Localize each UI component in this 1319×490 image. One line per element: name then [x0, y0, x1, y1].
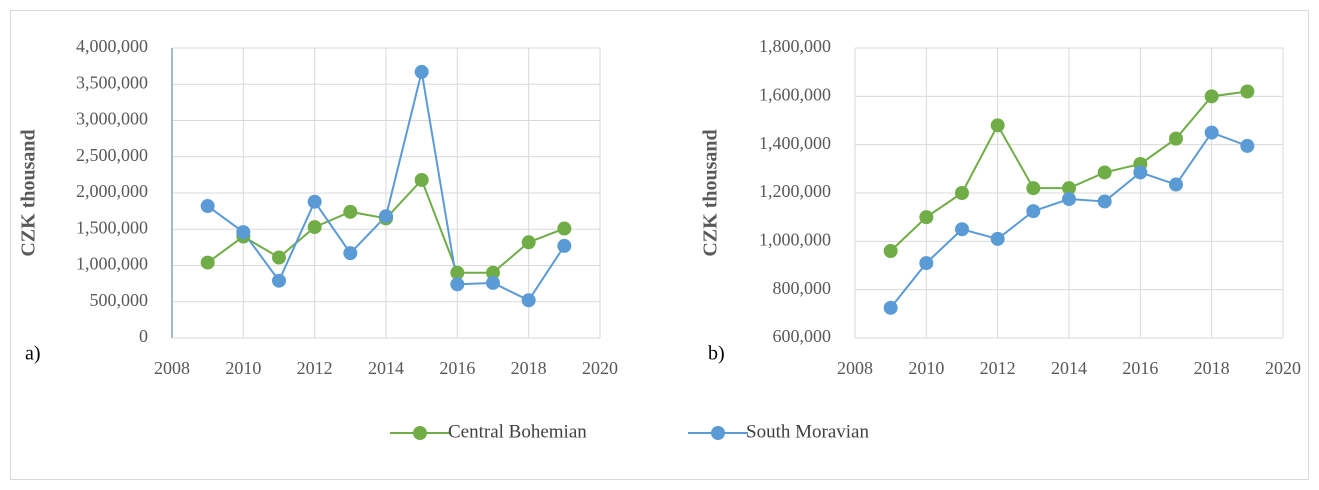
legend-label: Central Bohemian	[448, 421, 587, 442]
y-tick-label: 600,000	[773, 326, 832, 346]
y-tick-label: 4,000,000	[76, 36, 148, 56]
y-axis-label: CZK thousand	[700, 129, 722, 256]
data-point	[200, 255, 215, 270]
data-point	[236, 225, 251, 240]
x-tick-label: 2010	[908, 358, 944, 378]
data-point	[272, 273, 286, 288]
data-point	[883, 300, 898, 315]
legend-marker	[711, 426, 725, 440]
data-point	[343, 204, 358, 219]
y-tick-label: 3,500,000	[76, 72, 148, 92]
x-tick-label: 2010	[225, 358, 261, 378]
x-tick-label: 2014	[1051, 358, 1087, 378]
legend-marker	[413, 426, 427, 440]
data-point	[557, 221, 572, 236]
y-tick-label: 1,200,000	[759, 181, 831, 201]
y-tick-label: 1,000,000	[759, 229, 831, 249]
legend-label: South Moravian	[746, 421, 869, 442]
y-axis-label: CZK thousand	[18, 129, 40, 256]
x-tick-label: 2018	[1194, 358, 1230, 378]
x-tick-label: 2020	[582, 358, 618, 378]
data-point	[1062, 181, 1076, 196]
data-point	[1062, 192, 1076, 207]
y-tick-label: 2,500,000	[76, 145, 148, 165]
data-point	[450, 265, 465, 280]
x-tick-label: 2020	[1265, 358, 1301, 378]
y-tick-label: 500,000	[90, 290, 149, 310]
data-point	[379, 209, 393, 224]
x-tick-label: 2008	[154, 358, 190, 378]
data-point	[1097, 194, 1112, 209]
x-tick-label: 2018	[511, 358, 547, 378]
data-point	[1133, 165, 1148, 180]
data-point	[1240, 84, 1255, 99]
data-point	[1026, 181, 1041, 196]
x-tick-label: 2008	[837, 358, 873, 378]
y-tick-label: 1,400,000	[759, 133, 831, 153]
data-point	[307, 194, 322, 209]
data-point	[1169, 131, 1183, 146]
y-tick-label: 2,000,000	[76, 181, 148, 201]
data-point	[1240, 138, 1255, 153]
panel-label: a)	[25, 343, 41, 365]
y-tick-label: 0	[139, 326, 148, 346]
panel-label: b)	[708, 343, 725, 365]
y-tick-label: 800,000	[773, 278, 832, 298]
data-point	[919, 256, 934, 271]
data-point	[1169, 177, 1183, 192]
x-tick-label: 2012	[980, 358, 1016, 378]
data-point	[1204, 89, 1219, 104]
data-point	[919, 210, 934, 225]
data-point	[486, 265, 500, 280]
data-point	[521, 293, 536, 308]
data-point	[200, 199, 215, 214]
data-point	[414, 172, 429, 187]
y-tick-label: 1,600,000	[759, 84, 831, 104]
data-point	[1204, 125, 1219, 140]
x-tick-label: 2014	[368, 358, 404, 378]
y-tick-label: 3,000,000	[76, 109, 148, 129]
x-tick-label: 2012	[297, 358, 333, 378]
data-point	[521, 235, 536, 250]
data-point	[272, 250, 286, 265]
y-tick-label: 1,500,000	[76, 217, 148, 237]
data-point	[955, 222, 969, 237]
x-tick-label: 2016	[439, 358, 475, 378]
frame	[10, 10, 1309, 480]
x-tick-label: 2016	[1122, 358, 1158, 378]
data-point	[1026, 204, 1041, 219]
data-point	[1097, 165, 1112, 180]
data-point	[990, 231, 1005, 246]
data-point	[486, 275, 500, 290]
data-point	[414, 64, 429, 79]
data-point	[557, 238, 572, 253]
data-point	[990, 118, 1005, 133]
data-point	[883, 244, 898, 258]
data-point	[450, 277, 465, 292]
y-tick-label: 1,800,000	[759, 36, 831, 56]
data-point	[307, 220, 322, 235]
data-point	[955, 186, 969, 200]
data-point	[343, 246, 358, 261]
y-tick-label: 1,000,000	[76, 254, 148, 274]
